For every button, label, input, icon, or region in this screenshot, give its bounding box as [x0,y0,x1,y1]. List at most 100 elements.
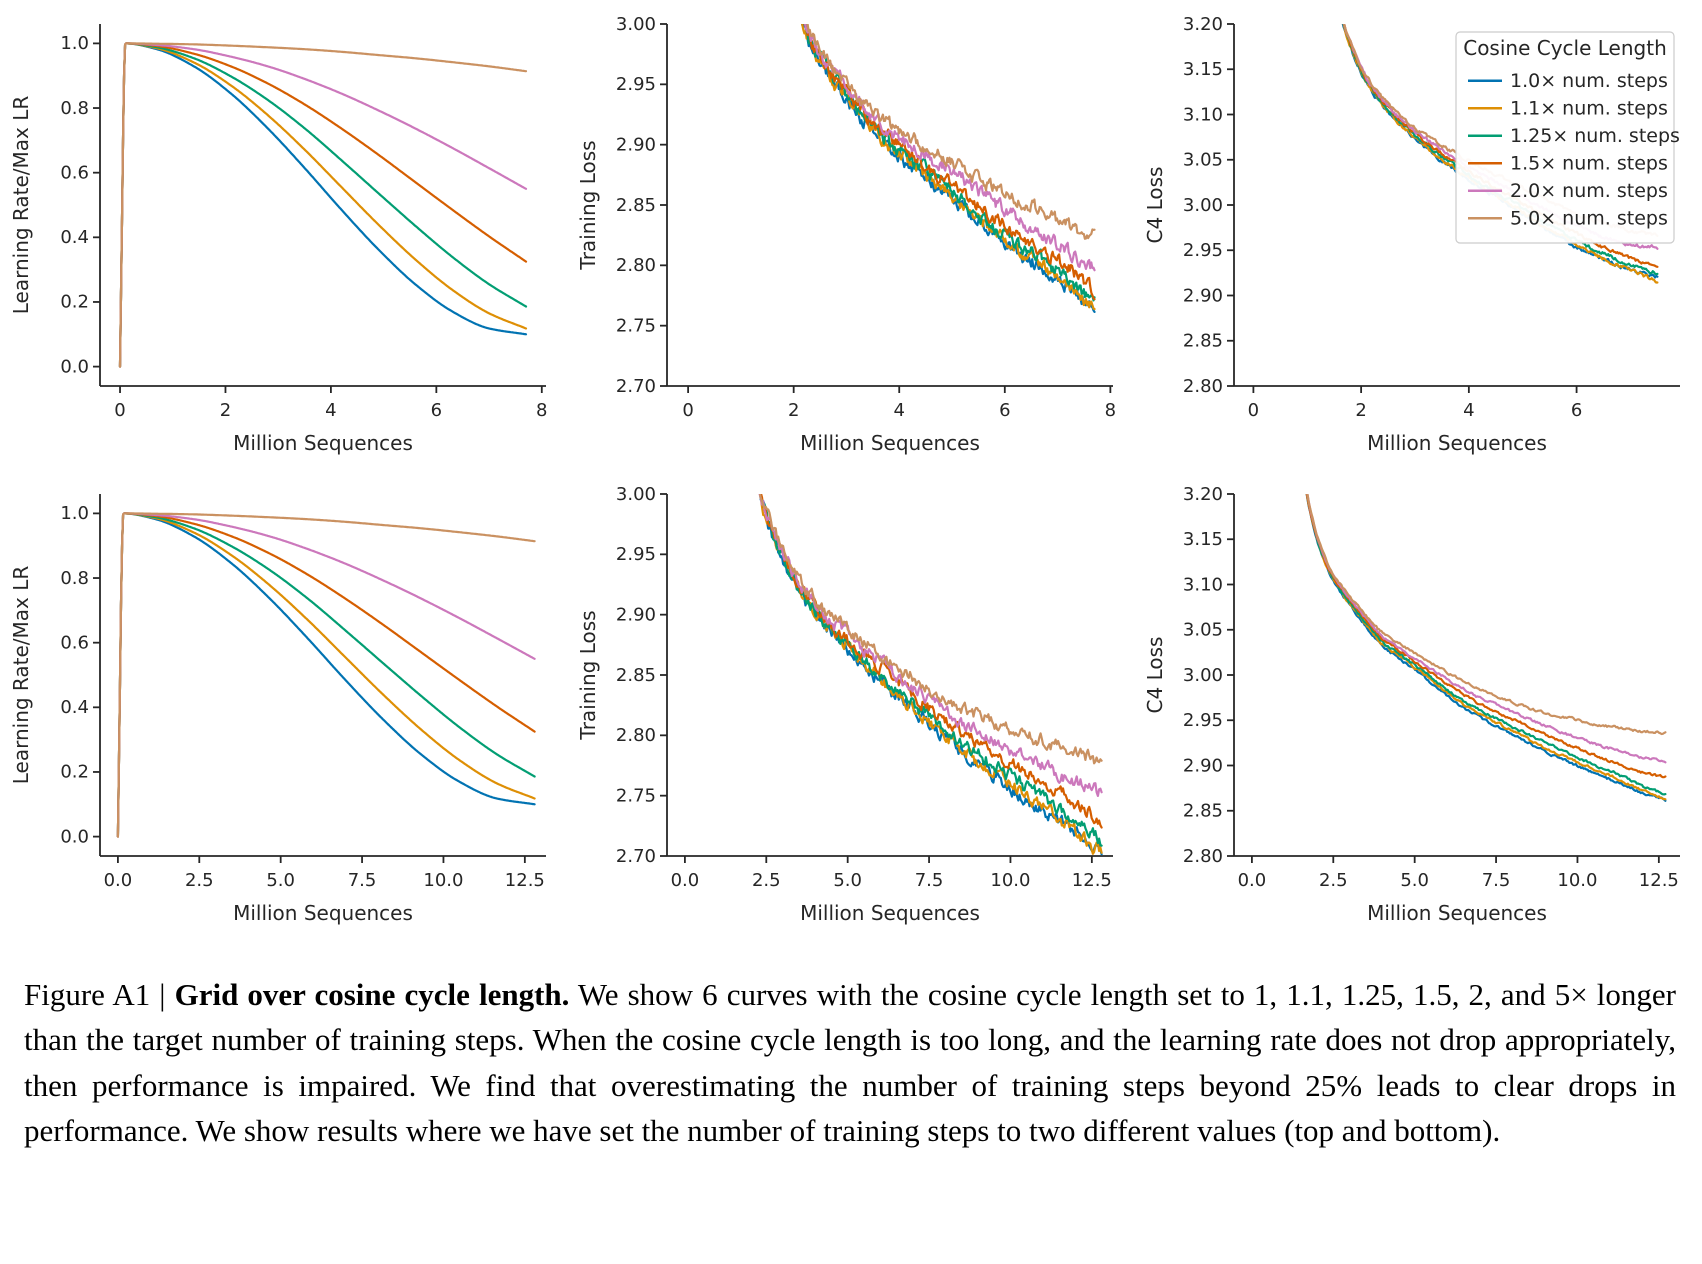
axes [660,493,1113,863]
y-tick-label: 3.10 [1183,104,1223,125]
x-tick-label: 12.5 [505,870,545,891]
y-tick-label: 2.95 [1183,240,1223,261]
axes [1227,23,1680,393]
series-line-6 [758,494,1103,765]
series-line-2 [116,512,536,838]
y-tick-label: 3.05 [1183,620,1223,641]
x-tick-label: 12.5 [1639,870,1679,891]
series-line-3 [1306,494,1667,796]
c4-loss-top-plot: 0 2 4 6 2.80 2.85 2.90 2.95 3.00 3.05 3.10 3.15 3.20… [1143,14,1680,455]
series-line-2 [118,42,528,368]
series-lines [1305,494,1667,802]
legend-title: Cosine Cycle Length [1463,36,1667,60]
x-axis-label: Million Sequences [233,901,413,925]
tick-labels: 0 2 4 6 8 0.0 0.2 0.4 0.6 0.8 1.0 [60,33,547,421]
x-tick-label: 10.0 [423,870,463,891]
x-tick-label: 7.5 [348,870,377,891]
y-tick-label: 0.2 [60,292,89,313]
y-tick-label: 2.85 [616,195,656,216]
y-tick-label: 2.85 [1183,801,1223,822]
x-tick-label: 6 [1571,400,1582,421]
y-tick-label: 0.8 [60,568,89,589]
x-tick-label: 2 [220,400,231,421]
chart-lr-schedule-top: 0 2 4 6 8 0.0 0.2 0.4 0.6 0.8 1.0 Million Sequences… [0,4,567,474]
y-tick-label: 3.00 [1183,665,1223,686]
y-tick-label: 2.90 [616,134,656,155]
y-tick-label: 2.90 [616,604,656,625]
series-line-5 [118,42,528,368]
x-tick-label: 2.5 [1319,870,1348,891]
lr-schedule-top-plot: 0 2 4 6 8 0.0 0.2 0.4 0.6 0.8 1.0 Million Sequences… [9,24,548,455]
legend-entry-label: 1.1× num. steps [1510,98,1668,120]
series-lines [801,24,1096,313]
legend-entry-label: 1.5× num. steps [1510,153,1668,175]
y-tick-label: 3.05 [1183,150,1223,171]
x-axis-label: Million Sequences [233,431,413,455]
chart-c4-loss-top: 0 2 4 6 2.80 2.85 2.90 2.95 3.00 3.05 3.10 3.15 3.20… [1134,4,1701,474]
series-line-6 [116,512,536,838]
x-tick-label: 10.0 [1557,870,1597,891]
legend-entry-label: 1.25× num. steps [1510,125,1680,147]
x-tick-label: 2 [1355,400,1366,421]
x-tick-label: 0 [1248,400,1259,421]
series-lines [118,42,528,368]
x-tick-label: 7.5 [915,870,944,891]
figure-caption: Figure A1 | Grid over cosine cycle lengt… [24,972,1676,1153]
y-tick-label: 3.00 [616,14,656,35]
x-axis-label: Million Sequences [1367,431,1547,455]
chart-c4-loss-bottom: 0.0 2.5 5.0 7.5 10.0 12.5 2.80 2.85 2.90 2.95 3.00… [1134,474,1701,944]
y-tick-label: 2.70 [616,846,656,867]
paper-figure-page: 0 2 4 6 8 0.0 0.2 0.4 0.6 0.8 1.0 Million Sequences… [0,4,1701,1153]
y-axis-label: Training Loss [576,610,600,740]
y-tick-label: 0.4 [60,697,89,718]
y-tick-label: 0.0 [60,356,89,377]
series-line-4 [803,24,1096,301]
y-tick-label: 0.4 [60,227,89,248]
figure-caption-title: Grid over cosine cycle length. [174,977,570,1012]
legend: Cosine Cycle Length 1.0× num. steps 1.1× n… [1455,31,1680,244]
axes [660,23,1113,393]
x-tick-label: 5.0 [1400,870,1429,891]
series-line-6 [118,42,528,368]
y-tick-label: 2.75 [616,315,656,336]
series-line-2 [1305,494,1667,801]
y-tick-label: 2.90 [1183,755,1223,776]
y-tick-label: 2.95 [1183,710,1223,731]
series-line-1 [759,494,1103,856]
y-tick-label: 0.2 [60,762,89,783]
series-line-4 [759,494,1103,829]
series-line-6 [806,24,1096,240]
legend-entry-label: 2.0× num. steps [1510,180,1668,202]
y-tick-label: 0.6 [60,632,89,653]
y-tick-label: 1.0 [60,503,89,524]
y-tick-label: 2.85 [616,665,656,686]
x-tick-label: 8 [1105,400,1116,421]
charts-grid: 0 2 4 6 8 0.0 0.2 0.4 0.6 0.8 1.0 Million Sequences… [0,4,1701,944]
legend-entry-label: 5.0× num. steps [1510,208,1668,230]
chart-training-loss-bottom: 0.0 2.5 5.0 7.5 10.0 12.5 2.70 2.75 2.80 2.85 2.90… [567,474,1134,944]
y-tick-label: 2.80 [616,255,656,276]
x-tick-label: 0.0 [1238,870,1267,891]
y-tick-label: 3.20 [1183,484,1223,505]
x-tick-label: 12.5 [1072,870,1112,891]
series-line-3 [803,24,1096,302]
tick-labels: 0 2 4 6 8 2.70 2.75 2.80 2.85 2.90 2.95 3.00 [616,14,1116,421]
y-tick-label: 2.95 [616,74,656,95]
x-tick-label: 2.5 [752,870,781,891]
tick-labels: 0.0 2.5 5.0 7.5 10.0 12.5 0.0 0.2 0.4 0.6 0.8 1.0 [60,503,545,891]
y-axis-label: C4 Loss [1143,637,1167,714]
series-line-5 [116,512,536,838]
y-tick-label: 2.70 [616,376,656,397]
x-tick-label: 2.5 [185,870,214,891]
x-tick-label: 5.0 [266,870,295,891]
x-tick-label: 0 [114,400,125,421]
y-tick-label: 3.15 [1183,59,1223,80]
series-line-1 [116,512,536,838]
y-tick-label: 2.95 [616,544,656,565]
series-lines [758,494,1103,856]
y-axis-label: Learning Rate/Max LR [9,566,33,785]
series-line-4 [1305,494,1667,779]
y-tick-label: 3.00 [616,484,656,505]
training-loss-bottom-plot: 0.0 2.5 5.0 7.5 10.0 12.5 2.70 2.75 2.80 2.85 2.90… [576,484,1113,925]
axes [93,494,546,863]
